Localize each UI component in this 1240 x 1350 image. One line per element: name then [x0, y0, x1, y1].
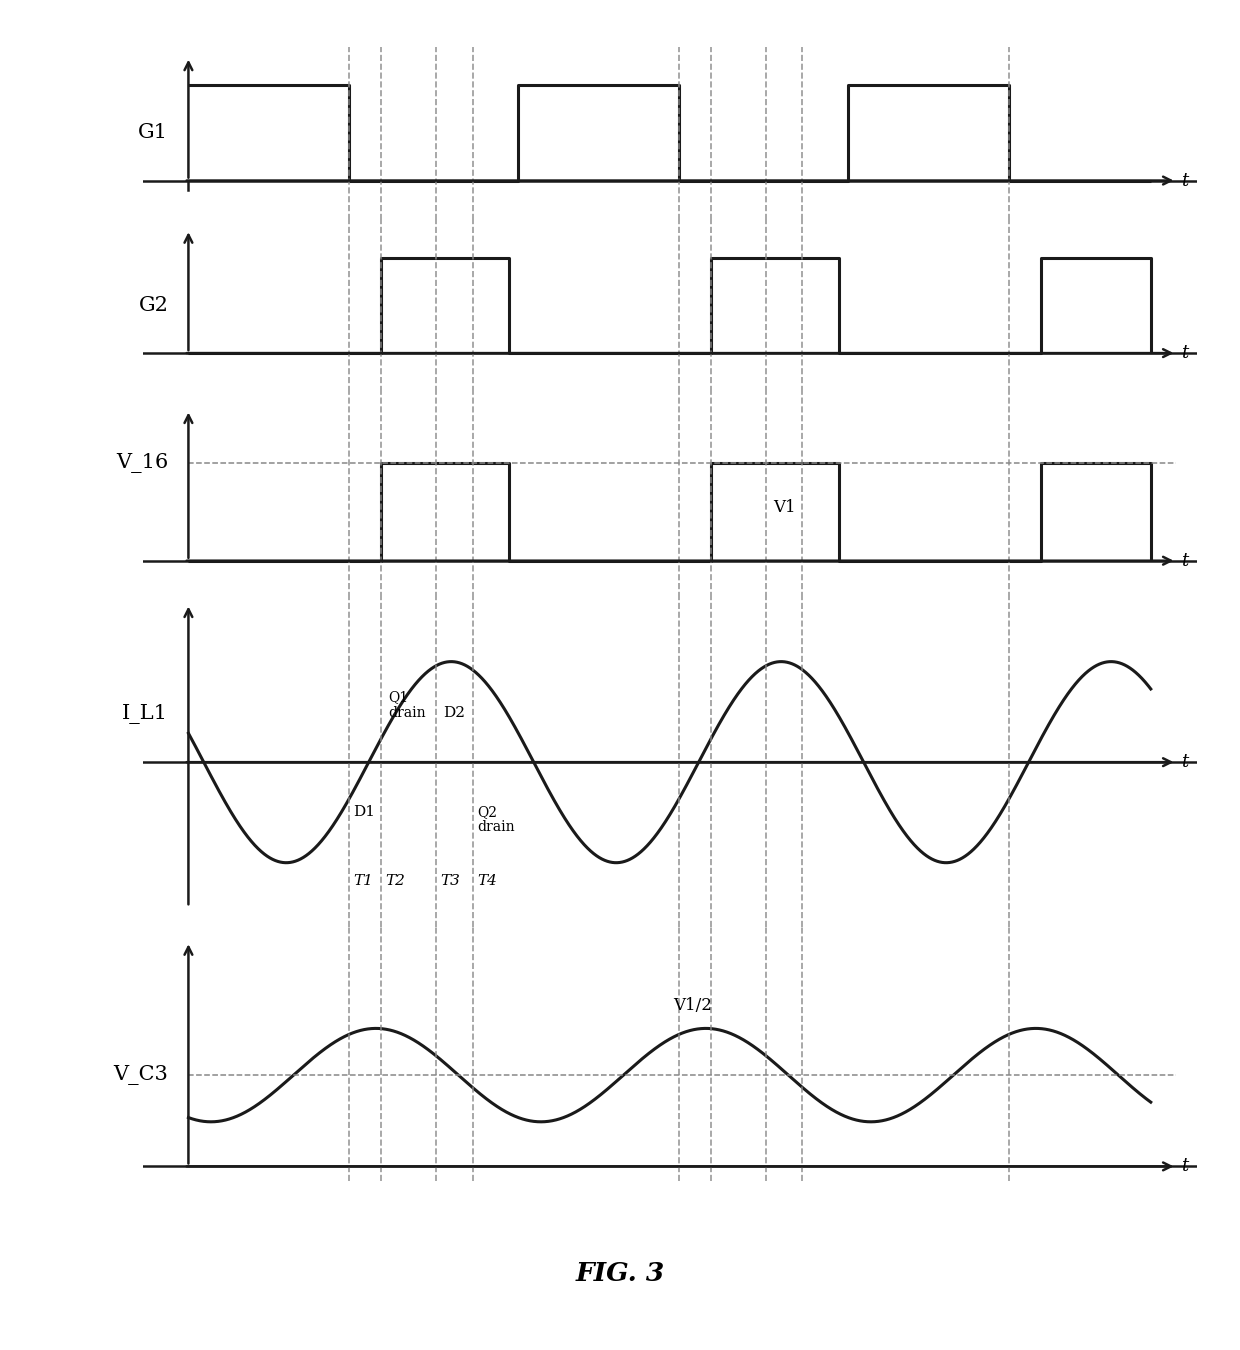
Text: G2: G2 — [139, 296, 169, 315]
Text: t: t — [1180, 171, 1188, 189]
Text: Q2
drain: Q2 drain — [477, 805, 515, 834]
Text: Q1
drain: Q1 drain — [388, 691, 425, 720]
Text: T2: T2 — [386, 873, 405, 888]
Text: V_16: V_16 — [117, 452, 169, 472]
Text: I_L1: I_L1 — [123, 703, 169, 724]
Text: V_C3: V_C3 — [113, 1065, 169, 1085]
Text: V1: V1 — [773, 500, 796, 516]
Text: T3: T3 — [440, 873, 460, 888]
Text: D1: D1 — [353, 805, 376, 818]
Text: G1: G1 — [139, 123, 169, 143]
Text: t: t — [1180, 552, 1188, 570]
Text: t: t — [1180, 1157, 1188, 1176]
Text: t: t — [1180, 344, 1188, 362]
Text: FIG. 3: FIG. 3 — [575, 1261, 665, 1285]
Text: T4: T4 — [477, 873, 497, 888]
Text: V1/2: V1/2 — [673, 996, 712, 1014]
Text: T1: T1 — [353, 873, 373, 888]
Text: t: t — [1180, 753, 1188, 771]
Text: D2: D2 — [443, 706, 465, 720]
